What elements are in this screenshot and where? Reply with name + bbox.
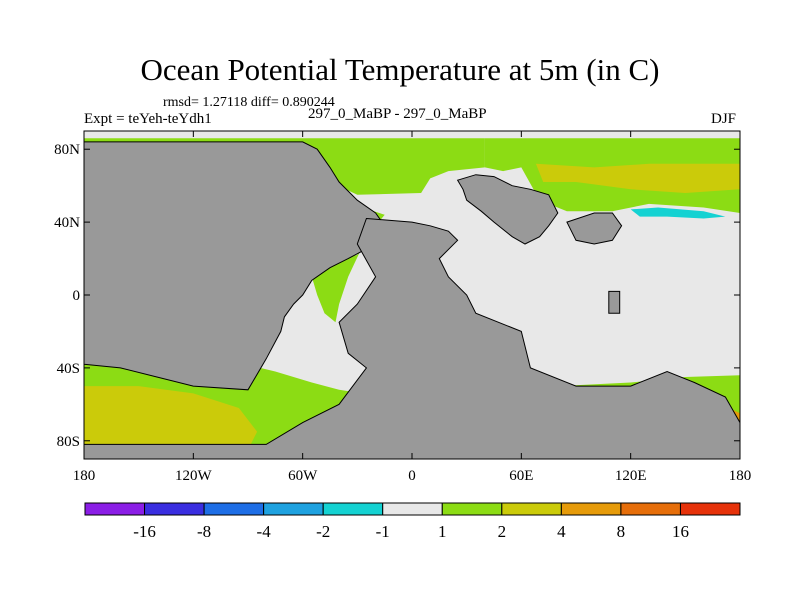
colorbar-label: 1 [438,522,447,541]
colorbar-swatch [322,502,384,516]
colorbar-swatch [620,502,681,516]
y-tick-label: 80N [54,142,80,158]
x-tick-label: 180 [73,468,96,484]
colorbar-label: 2 [498,522,507,541]
chart-title: Ocean Potential Temperature at 5m (in C) [140,52,660,87]
land-maritime-islands [608,290,621,314]
land-africa-eurasia [84,217,740,459]
colorbar-swatch [679,502,741,516]
colorbar-label: 4 [557,522,566,541]
x-tick-label: 180 [729,468,752,484]
y-tick-label: 40S [57,361,80,377]
anomaly-region-kuroshio-cooling [630,207,726,219]
colorbar-label: 8 [617,522,626,541]
colorbar-label: -4 [257,522,272,541]
land-asia-north [456,174,559,245]
colorbar-label: -16 [133,522,156,541]
colorbar-swatch [263,502,324,516]
anomaly-region-north-atlantic-pacific-warming [84,138,485,195]
stats-text: rmsd= 1.27118 diff= 0.890244 [163,95,335,110]
x-tick-label: 0 [408,468,416,484]
colorbar-label: -2 [316,522,330,541]
colorbar-swatch [441,502,503,516]
x-tick-label: 120W [175,468,213,484]
colorbar-label: 16 [672,522,689,541]
y-tick-label: 0 [73,288,81,304]
colorbar-swatch [501,502,562,516]
x-tick-label: 60W [288,468,318,484]
map-layer [84,138,740,459]
center-subtitle: 297_0_MaBP - 297_0_MaBP [308,106,487,122]
colorbar-swatch [144,502,205,516]
x-tick-label: 120E [615,468,647,484]
land-north-america [84,141,386,391]
y-tick-label: 80S [57,434,80,450]
anomaly-region-southern-ocean-warming-2to4 [84,386,258,450]
y-tick-label: 40N [54,215,80,231]
colorbar-swatch [560,502,622,516]
anomaly-region-arctic-siberia-warming-2to4 [535,163,740,193]
x-tick-label: 60E [509,468,533,484]
season-subtitle: DJF [711,111,737,127]
experiment-subtitle: Expt = teYeh-teYdh1 [84,111,212,127]
colorbar-swatch [203,502,265,516]
colorbar-label: -8 [197,522,211,541]
land-east-asia [566,212,623,245]
colorbar-swatch [382,502,443,516]
colorbar-swatch [84,502,146,516]
colorbar-label: -1 [376,522,390,541]
